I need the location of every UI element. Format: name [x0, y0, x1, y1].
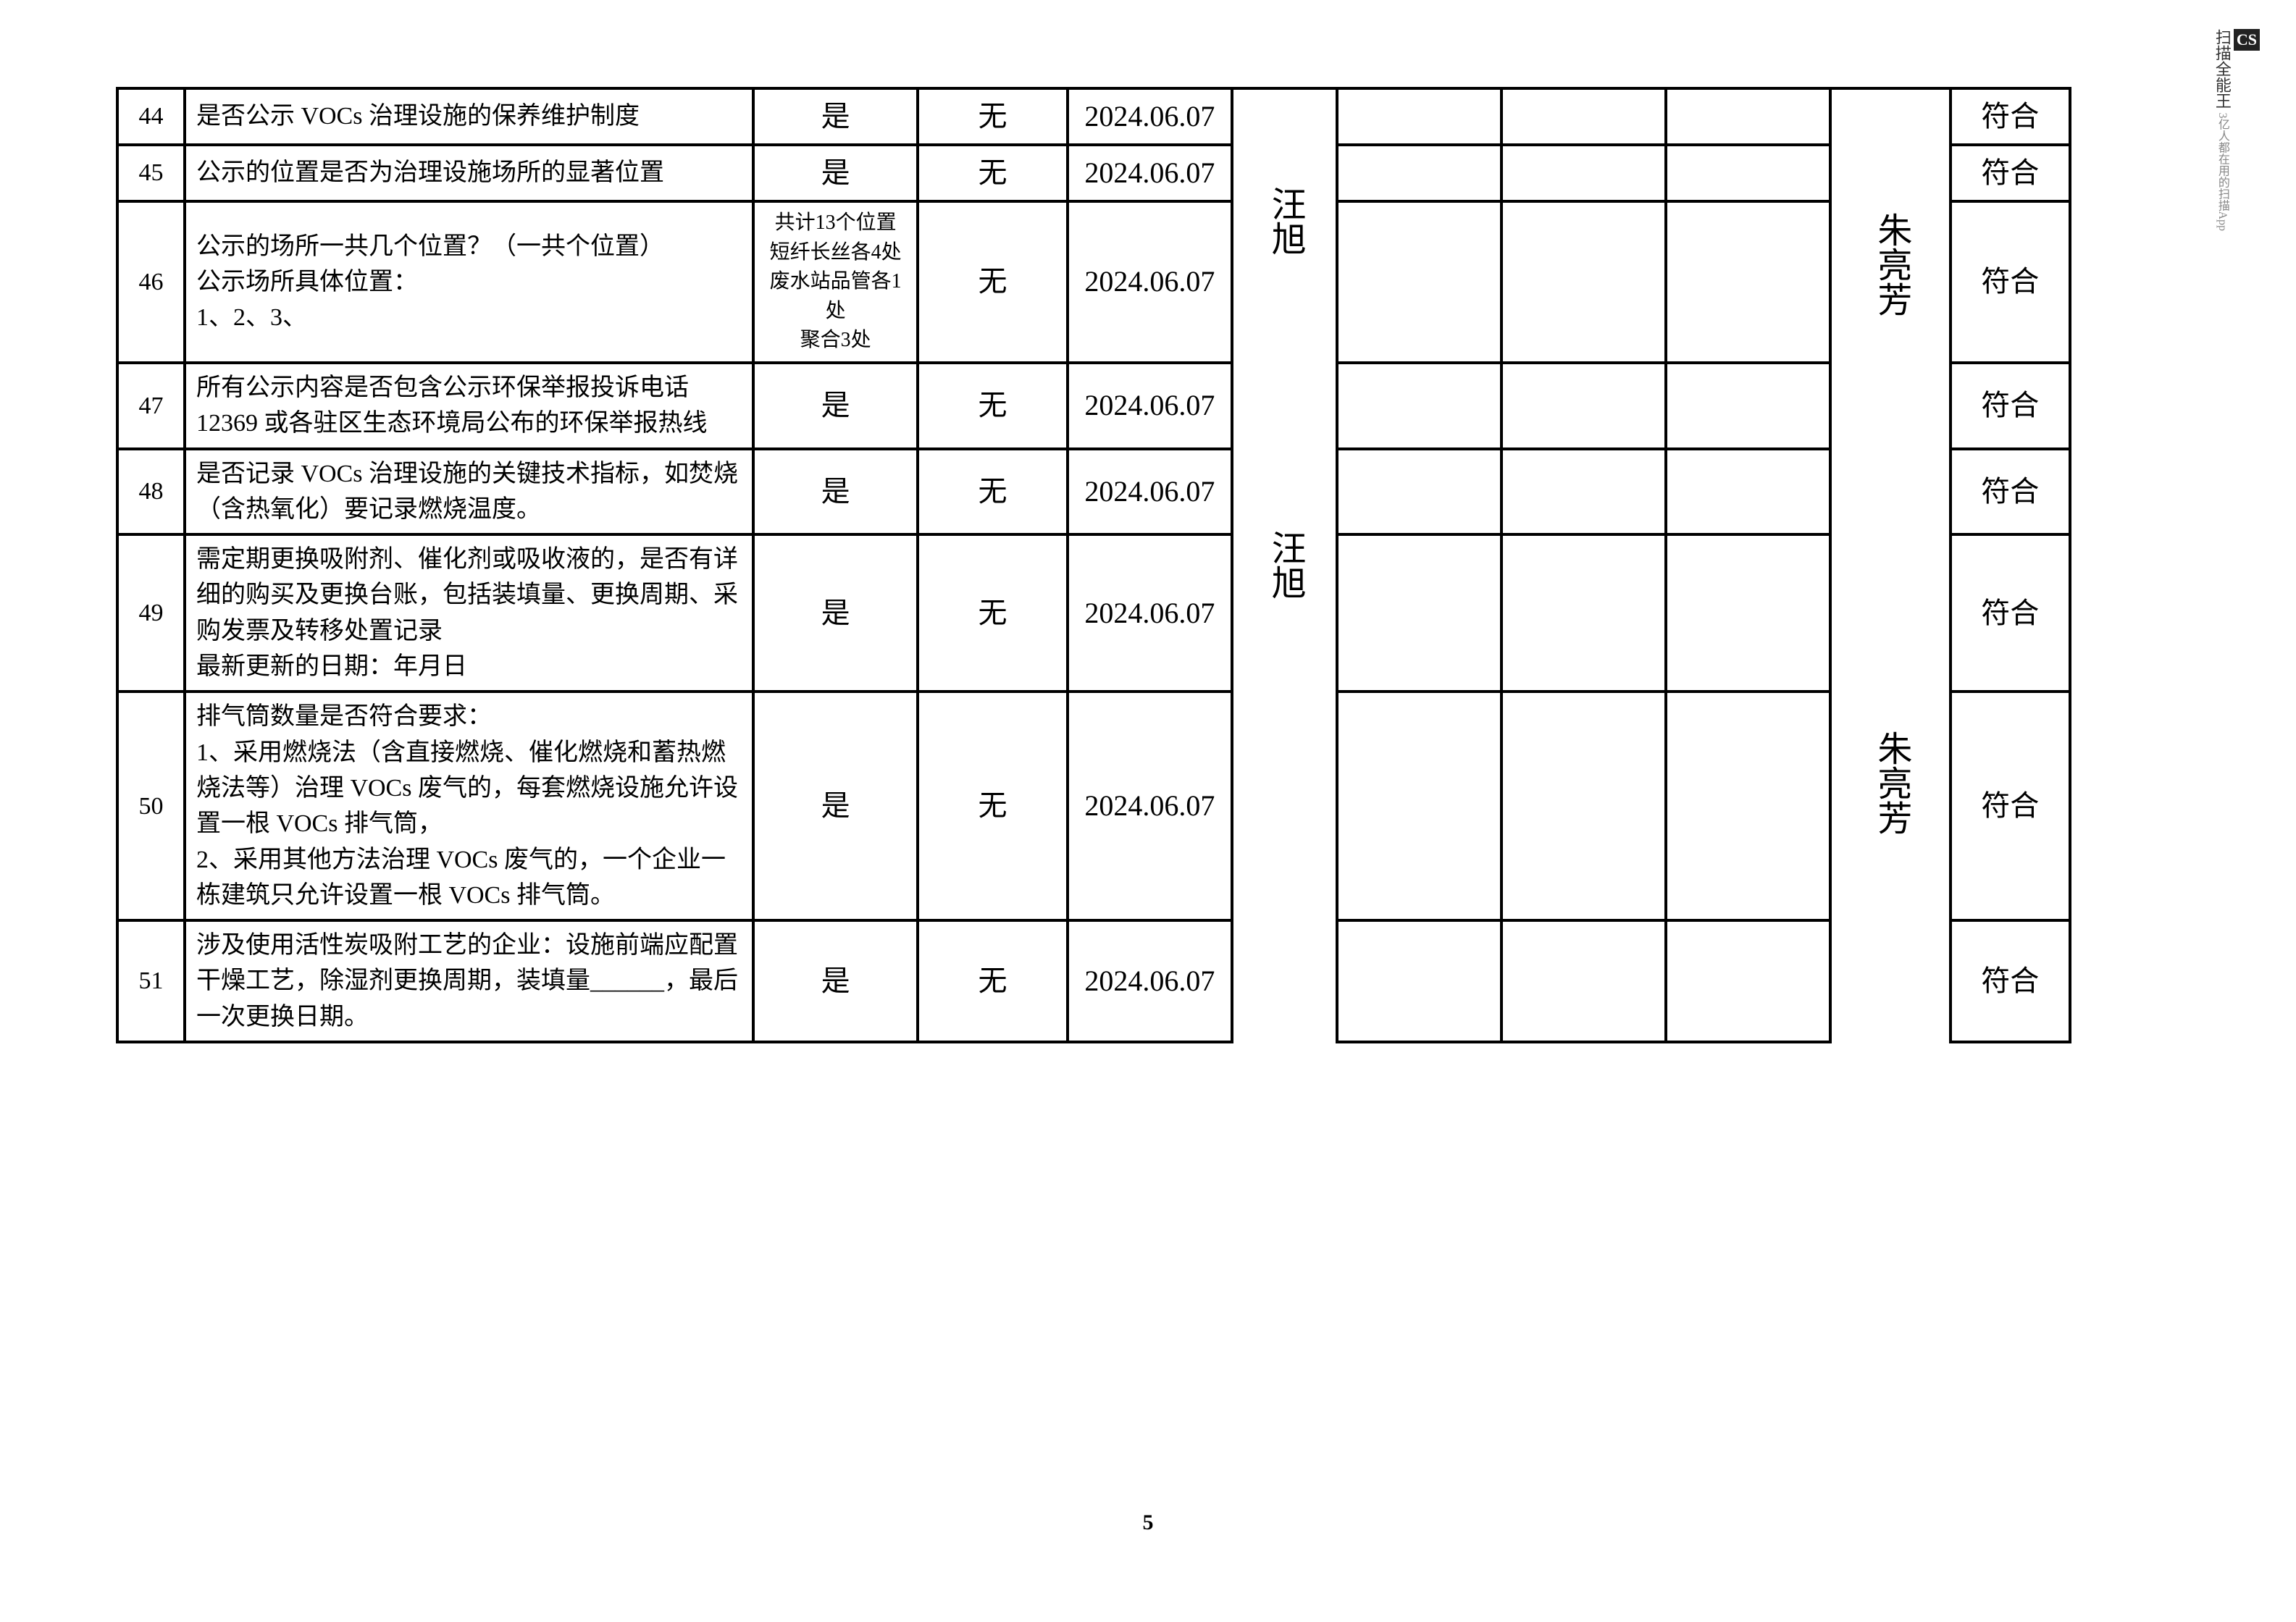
answer-date: 2024.06.07: [1084, 789, 1215, 822]
answer-none: 无: [979, 100, 1007, 133]
empty-cell: [1337, 920, 1501, 1042]
table-row: 45 公示的位置是否为治理设施场所的显著位置 是 无 2024.06.07 符合: [117, 145, 2070, 201]
question-cell: 是否公示 VOCs 治理设施的保养维护制度: [185, 88, 753, 145]
empty-cell: [1666, 145, 1830, 201]
result-pass: 符合: [1981, 156, 2039, 189]
answer-none: 无: [979, 475, 1007, 508]
empty-cell: [1337, 145, 1501, 201]
answer-date: 2024.06.07: [1084, 156, 1215, 189]
watermark-title: 扫描全能王: [2213, 29, 2232, 109]
answer-is: 是: [821, 389, 850, 421]
answer-none: 无: [979, 789, 1007, 822]
answer-is: 是: [821, 100, 850, 133]
page-number: 5: [1143, 1510, 1154, 1535]
question-cell: 需定期更换吸附剂、催化剂或吸收液的，是否有详细的购买及更换台账，包括装填量、更换…: [185, 534, 753, 692]
signature-cell: 朱亮芳: [1830, 88, 1950, 449]
inspector-cell: 汪旭: [1232, 449, 1337, 692]
question-cell: 公示的位置是否为治理设施场所的显著位置: [185, 145, 753, 201]
empty-cell: [1666, 920, 1830, 1042]
signature-cell: 朱亮芳: [1830, 534, 1950, 1042]
reviewer-signature: 朱亮芳: [1872, 731, 1910, 835]
empty-cell: [1666, 201, 1830, 363]
row-number: 49: [117, 534, 185, 692]
inspector-cell: 汪旭: [1232, 88, 1337, 363]
table-row: 51 涉及使用活性炭吸附工艺的企业：设施前端应配置干燥工艺，除湿剂更换周期，装填…: [117, 920, 2070, 1042]
inspection-table: 44 是否公示 VOCs 治理设施的保养维护制度 是 无 2024.06.07 …: [116, 87, 2071, 1043]
empty-cell: [1501, 145, 1666, 201]
question-cell: 所有公示内容是否包含公示环保举报投诉电话 12369 或各驻区生态环境局公布的环…: [185, 363, 753, 449]
answer-date: 2024.06.07: [1084, 100, 1215, 133]
answer-is: 是: [821, 475, 850, 508]
empty-cell: [1337, 692, 1501, 920]
answer-none: 无: [979, 156, 1007, 189]
empty-cell: [1501, 88, 1666, 145]
empty-cell: [1666, 88, 1830, 145]
answer-none: 无: [979, 965, 1007, 997]
answer-none: 无: [979, 597, 1007, 629]
empty-cell: [1337, 534, 1501, 692]
empty-cell: [1501, 449, 1666, 535]
answer-date: 2024.06.07: [1084, 965, 1215, 997]
answer-date: 2024.06.07: [1084, 389, 1215, 421]
inspector-cell-gap: [1232, 692, 1337, 1042]
table-row: 46 公示的场所一共几个位置？（一共个位置） 公示场所具体位置： 1、2、3、 …: [117, 201, 2070, 363]
row-number: 46: [117, 201, 185, 363]
answer-is: 是: [821, 597, 850, 629]
empty-cell: [1337, 88, 1501, 145]
answer-is: 是: [821, 789, 850, 822]
answer-none: 无: [979, 265, 1007, 298]
empty-cell: [1501, 201, 1666, 363]
question-cell: 涉及使用活性炭吸附工艺的企业：设施前端应配置干燥工艺，除湿剂更换周期，装填量__…: [185, 920, 753, 1042]
result-pass: 符合: [1981, 389, 2039, 421]
result-pass: 符合: [1981, 965, 2039, 997]
watermark-sub: 3亿人都在用的扫描App: [2216, 113, 2229, 232]
empty-cell: [1666, 363, 1830, 449]
answer-date: 2024.06.07: [1084, 475, 1215, 508]
empty-cell: [1501, 692, 1666, 920]
row-number: 48: [117, 449, 185, 535]
table-row: 49 需定期更换吸附剂、催化剂或吸收液的，是否有详细的购买及更换台账，包括装填量…: [117, 534, 2070, 692]
answer-locations: 共计13个位置 短纤长丝各4处 废水站品管各1处 聚合3处: [765, 209, 906, 356]
result-pass: 符合: [1981, 789, 2039, 822]
empty-cell: [1501, 534, 1666, 692]
result-pass: 符合: [1981, 597, 2039, 629]
inspector-cell-gap: [1232, 363, 1337, 449]
document-page: CS 扫描全能王 3亿人都在用的扫描App 44 是否公示 VOCs 治理设施的…: [0, 0, 2296, 1622]
result-pass: 符合: [1981, 475, 2039, 508]
empty-cell: [1337, 201, 1501, 363]
table-row: 48 是否记录 VOCs 治理设施的关键技术指标，如焚烧（含热氧化）要记录燃烧温…: [117, 449, 2070, 535]
inspector-signature: 汪旭: [1265, 530, 1304, 600]
table-row: 47 所有公示内容是否包含公示环保举报投诉电话 12369 或各驻区生态环境局公…: [117, 363, 2070, 449]
row-number: 45: [117, 145, 185, 201]
row-number: 50: [117, 692, 185, 920]
empty-cell: [1337, 363, 1501, 449]
app-watermark: CS 扫描全能王 3亿人都在用的扫描App: [2211, 29, 2260, 231]
watermark-logo: CS: [2234, 29, 2260, 51]
inspector-signature: 汪旭: [1265, 186, 1304, 256]
empty-cell: [1337, 449, 1501, 535]
answer-is: 是: [821, 156, 850, 189]
result-pass: 符合: [1981, 265, 2039, 298]
empty-cell: [1666, 692, 1830, 920]
empty-cell: [1501, 363, 1666, 449]
empty-cell: [1666, 449, 1830, 535]
table-row: 50 排气筒数量是否符合要求： 1、采用燃烧法（含直接燃烧、催化燃烧和蓄热燃烧法…: [117, 692, 2070, 920]
row-number: 44: [117, 88, 185, 145]
question-cell: 是否记录 VOCs 治理设施的关键技术指标，如焚烧（含热氧化）要记录燃烧温度。: [185, 449, 753, 535]
answer-is: 是: [821, 965, 850, 997]
answer-date: 2024.06.07: [1084, 265, 1215, 298]
answer-date: 2024.06.07: [1084, 597, 1215, 629]
row-number: 51: [117, 920, 185, 1042]
signature-cell-gap: [1830, 449, 1950, 535]
empty-cell: [1666, 534, 1830, 692]
result-pass: 符合: [1981, 100, 2039, 133]
empty-cell: [1501, 920, 1666, 1042]
question-cell: 排气筒数量是否符合要求： 1、采用燃烧法（含直接燃烧、催化燃烧和蓄热燃烧法等）治…: [185, 692, 753, 920]
answer-none: 无: [979, 389, 1007, 421]
question-cell: 公示的场所一共几个位置？（一共个位置） 公示场所具体位置： 1、2、3、: [185, 201, 753, 363]
reviewer-signature: 朱亮芳: [1872, 212, 1910, 316]
row-number: 47: [117, 363, 185, 449]
table-row: 44 是否公示 VOCs 治理设施的保养维护制度 是 无 2024.06.07 …: [117, 88, 2070, 145]
